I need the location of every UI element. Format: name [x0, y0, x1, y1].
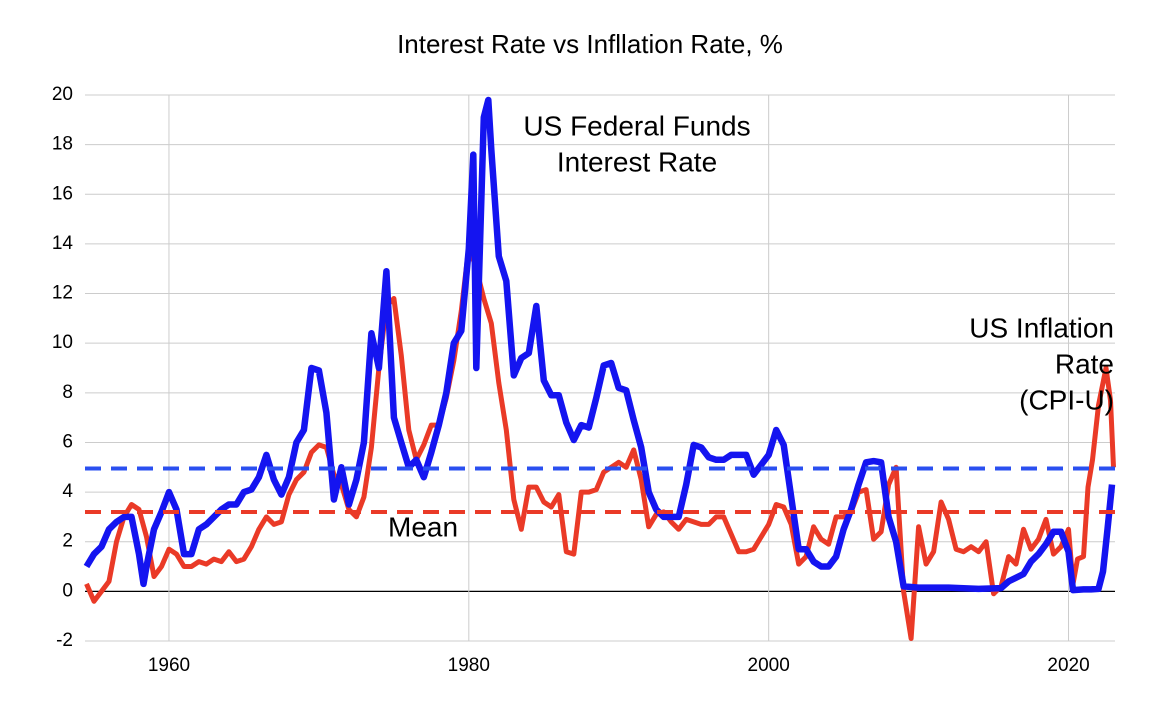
y-tick-label: 18 — [52, 134, 73, 155]
y-tick-label: 8 — [62, 382, 73, 403]
y-tick-label: 4 — [62, 481, 73, 502]
annotation: US Federal Funds — [523, 110, 750, 141]
x-tick-label: 1960 — [148, 655, 190, 676]
y-tick-label: -2 — [56, 630, 73, 651]
x-tick-label: 1980 — [448, 655, 490, 676]
y-tick-label: 14 — [52, 233, 74, 254]
y-tick-label: 20 — [52, 84, 73, 105]
annotation: US Inflation — [969, 312, 1114, 343]
annotation: (CPI-U) — [1019, 384, 1114, 415]
x-tick-label: 2020 — [1047, 655, 1089, 676]
chart-title: Interest Rate vs Infllation Rate, % — [397, 29, 783, 59]
annotation: Rate — [1055, 348, 1114, 379]
y-tick-label: 0 — [62, 580, 73, 601]
annotation: Mean — [388, 511, 458, 542]
y-tick-label: 6 — [62, 431, 73, 452]
y-tick-label: 12 — [52, 283, 73, 304]
y-tick-label: 10 — [52, 332, 73, 353]
y-tick-label: 16 — [52, 183, 73, 204]
annotation: Interest Rate — [557, 146, 717, 177]
y-tick-label: 2 — [62, 531, 73, 552]
x-tick-label: 2000 — [748, 655, 790, 676]
series-line — [83, 96, 1116, 594]
